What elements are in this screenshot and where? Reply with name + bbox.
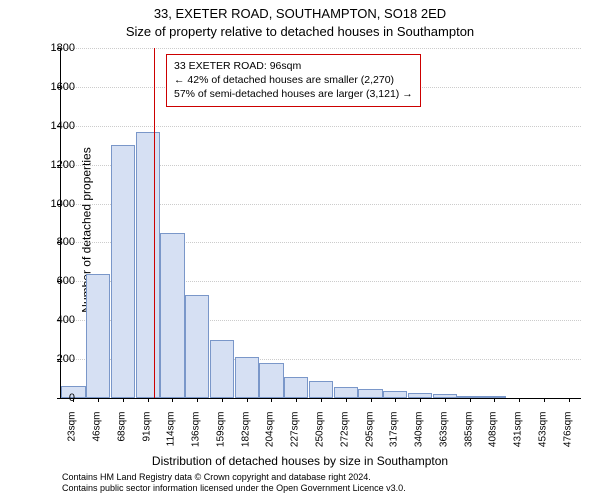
histogram-bar — [111, 145, 135, 398]
x-tick-mark — [123, 398, 124, 402]
x-tick-mark — [371, 398, 372, 402]
histogram-bar — [185, 295, 209, 398]
histogram-bar — [160, 233, 184, 398]
x-tick-mark — [296, 398, 297, 402]
x-tick-label: 68sqm — [116, 412, 127, 462]
histogram-bar — [334, 387, 358, 398]
x-tick-label: 431sqm — [513, 412, 524, 462]
x-tick-mark — [494, 398, 495, 402]
footer-attribution: Contains HM Land Registry data © Crown c… — [62, 472, 406, 495]
x-tick-mark — [346, 398, 347, 402]
histogram-bar — [259, 363, 283, 398]
y-tick-label: 1200 — [35, 159, 75, 171]
x-tick-mark — [519, 398, 520, 402]
x-tick-label: 91sqm — [141, 412, 152, 462]
y-tick-label: 1000 — [35, 198, 75, 210]
histogram-bar — [235, 357, 259, 398]
info-line-3: 57% of semi-detached houses are larger (… — [174, 87, 413, 101]
grid-line — [61, 48, 581, 49]
x-tick-label: 408sqm — [488, 412, 499, 462]
x-tick-mark — [172, 398, 173, 402]
x-tick-mark — [445, 398, 446, 402]
x-tick-label: 46sqm — [92, 412, 103, 462]
y-tick-label: 1400 — [35, 120, 75, 132]
x-tick-mark — [98, 398, 99, 402]
y-tick-label: 400 — [35, 314, 75, 326]
y-tick-label: 0 — [35, 392, 75, 404]
footer-line-1: Contains HM Land Registry data © Crown c… — [62, 472, 406, 483]
x-tick-mark — [470, 398, 471, 402]
x-tick-label: 295sqm — [364, 412, 375, 462]
x-tick-label: 227sqm — [290, 412, 301, 462]
x-tick-label: 250sqm — [315, 412, 326, 462]
histogram-bar — [86, 274, 110, 398]
chart-title-sub: Size of property relative to detached ho… — [0, 24, 600, 39]
x-tick-label: 159sqm — [215, 412, 226, 462]
x-tick-label: 204sqm — [265, 412, 276, 462]
chart-title-main: 33, EXETER ROAD, SOUTHAMPTON, SO18 2ED — [0, 6, 600, 21]
x-tick-mark — [569, 398, 570, 402]
x-tick-label: 453sqm — [537, 412, 548, 462]
x-tick-mark — [222, 398, 223, 402]
histogram-bar — [358, 389, 382, 398]
grid-line — [61, 126, 581, 127]
y-tick-label: 600 — [35, 275, 75, 287]
y-tick-label: 1600 — [35, 81, 75, 93]
x-tick-mark — [148, 398, 149, 402]
y-tick-label: 800 — [35, 236, 75, 248]
info-line-2: ← 42% of detached houses are smaller (2,… — [174, 73, 413, 87]
histogram-bar — [309, 381, 333, 398]
histogram-bar — [383, 391, 407, 398]
histogram-bar — [284, 377, 308, 398]
reference-line — [154, 48, 155, 398]
x-tick-mark — [247, 398, 248, 402]
x-tick-label: 363sqm — [438, 412, 449, 462]
x-tick-mark — [271, 398, 272, 402]
info-line-1: 33 EXETER ROAD: 96sqm — [174, 59, 413, 73]
x-tick-label: 114sqm — [166, 412, 177, 462]
x-tick-label: 272sqm — [339, 412, 350, 462]
chart-container: 33, EXETER ROAD, SOUTHAMPTON, SO18 2ED S… — [0, 0, 600, 500]
x-tick-label: 385sqm — [463, 412, 474, 462]
x-tick-mark — [321, 398, 322, 402]
x-tick-label: 340sqm — [414, 412, 425, 462]
plot-area: 33 EXETER ROAD: 96sqm ← 42% of detached … — [60, 48, 581, 399]
x-tick-label: 317sqm — [389, 412, 400, 462]
x-tick-mark — [544, 398, 545, 402]
footer-line-2: Contains public sector information licen… — [62, 483, 406, 494]
x-tick-label: 476sqm — [562, 412, 573, 462]
x-tick-label: 182sqm — [240, 412, 251, 462]
x-tick-mark — [395, 398, 396, 402]
histogram-bar — [210, 340, 234, 398]
y-tick-label: 200 — [35, 353, 75, 365]
x-tick-mark — [420, 398, 421, 402]
reference-info-box: 33 EXETER ROAD: 96sqm ← 42% of detached … — [166, 54, 421, 107]
x-tick-mark — [197, 398, 198, 402]
x-tick-label: 136sqm — [191, 412, 202, 462]
y-tick-label: 1800 — [35, 42, 75, 54]
x-tick-label: 23sqm — [67, 412, 78, 462]
histogram-bar — [136, 132, 160, 398]
